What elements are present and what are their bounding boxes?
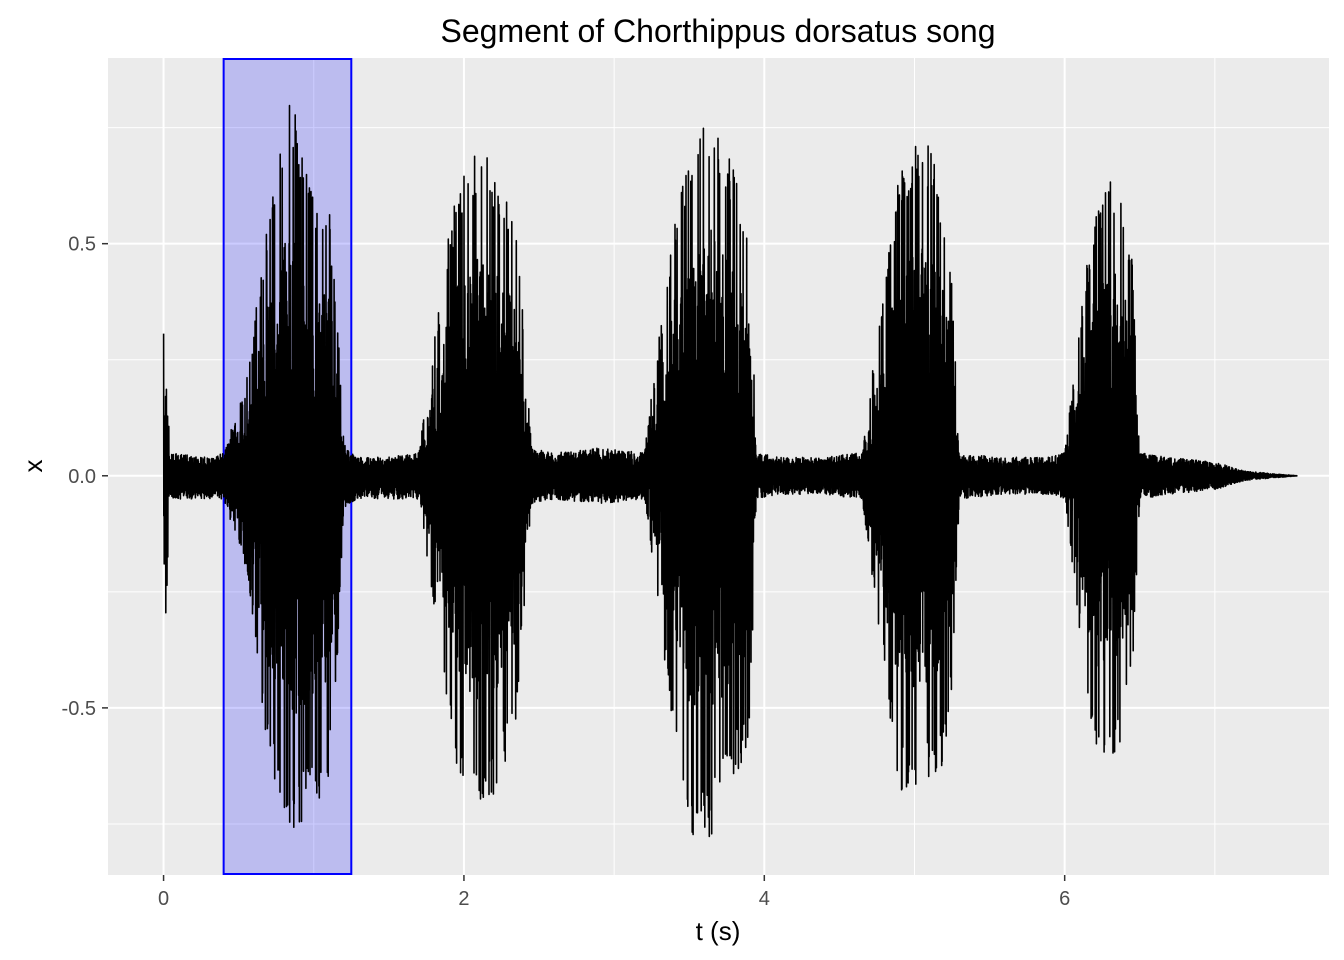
y-tick-label: 0.5 xyxy=(68,234,96,256)
y-axis-title: x xyxy=(18,460,48,473)
x-tick-label: 6 xyxy=(1059,888,1070,910)
waveform-line xyxy=(162,104,1299,838)
x-axis: 0 2 4 6 xyxy=(158,875,1070,910)
x-tick-label: 0 xyxy=(158,888,169,910)
y-tick-label: 0.0 xyxy=(68,466,96,488)
y-axis: -0.5 0.0 0.5 xyxy=(62,234,108,720)
x-axis-title: t (s) xyxy=(696,916,741,946)
x-tick-label: 4 xyxy=(759,888,770,910)
x-tick-label: 2 xyxy=(458,888,469,910)
y-tick-label: -0.5 xyxy=(62,698,96,720)
series-layer xyxy=(162,104,1299,838)
chart-title: Segment of Chorthippus dorsatus song xyxy=(441,13,996,49)
